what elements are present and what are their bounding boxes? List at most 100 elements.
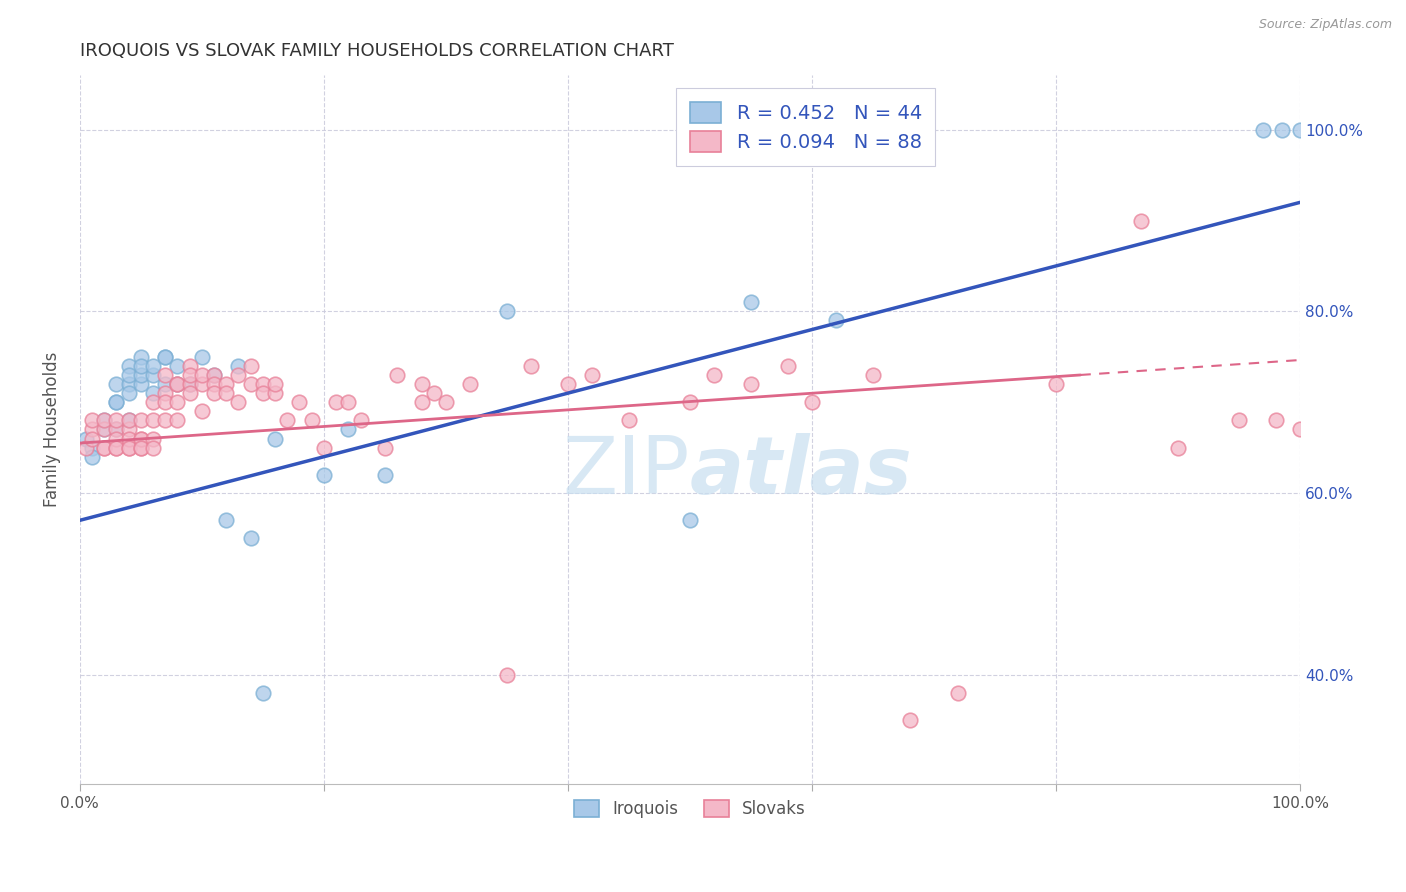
Point: [105, 432, 128, 446]
Point: [129, 432, 152, 446]
Point: [93, 422, 115, 436]
Point: [276, 413, 298, 427]
Point: [740, 295, 762, 310]
Point: [1130, 213, 1153, 227]
Point: [142, 359, 165, 373]
Point: [179, 377, 201, 392]
Point: [215, 377, 238, 392]
Point: [105, 441, 128, 455]
Point: [349, 413, 371, 427]
Point: [155, 377, 177, 392]
Point: [191, 350, 214, 364]
Point: [252, 386, 274, 401]
Point: [411, 395, 433, 409]
Point: [105, 422, 128, 436]
Point: [105, 377, 128, 392]
Text: Source: ZipAtlas.com: Source: ZipAtlas.com: [1258, 18, 1392, 31]
Point: [422, 386, 444, 401]
Point: [75, 432, 97, 446]
Point: [129, 368, 152, 382]
Point: [264, 377, 287, 392]
Point: [825, 313, 848, 327]
Point: [80, 432, 103, 446]
Point: [385, 368, 408, 382]
Point: [105, 441, 128, 455]
Point: [252, 377, 274, 392]
Point: [166, 377, 188, 392]
Point: [166, 413, 188, 427]
Point: [1271, 122, 1294, 136]
Point: [179, 368, 201, 382]
Point: [105, 395, 128, 409]
Point: [679, 395, 702, 409]
Y-axis label: Family Households: Family Households: [44, 351, 60, 508]
Point: [105, 422, 128, 436]
Point: [142, 432, 165, 446]
Point: [166, 377, 188, 392]
Point: [142, 441, 165, 455]
Point: [93, 413, 115, 427]
Point: [155, 395, 177, 409]
Point: [862, 368, 884, 382]
Point: [411, 377, 433, 392]
Point: [325, 395, 347, 409]
Legend: Iroquois, Slovaks: Iroquois, Slovaks: [568, 794, 813, 825]
Point: [239, 532, 262, 546]
Point: [118, 377, 141, 392]
Point: [75, 441, 97, 455]
Point: [105, 413, 128, 427]
Point: [239, 377, 262, 392]
Point: [434, 395, 457, 409]
Point: [166, 377, 188, 392]
Point: [155, 350, 177, 364]
Point: [118, 441, 141, 455]
Point: [581, 368, 603, 382]
Point: [93, 413, 115, 427]
Point: [202, 386, 225, 401]
Point: [239, 359, 262, 373]
Point: [679, 513, 702, 527]
Point: [93, 441, 115, 455]
Point: [215, 386, 238, 401]
Text: IROQUOIS VS SLOVAK FAMILY HOUSEHOLDS CORRELATION CHART: IROQUOIS VS SLOVAK FAMILY HOUSEHOLDS COR…: [80, 42, 673, 60]
Point: [1289, 422, 1312, 436]
Point: [118, 441, 141, 455]
Point: [1227, 413, 1250, 427]
Point: [105, 395, 128, 409]
Point: [228, 368, 250, 382]
Point: [129, 377, 152, 392]
Point: [118, 413, 141, 427]
Point: [118, 359, 141, 373]
Point: [776, 359, 799, 373]
Point: [179, 386, 201, 401]
Point: [202, 368, 225, 382]
Point: [800, 395, 823, 409]
Point: [118, 432, 141, 446]
Point: [337, 395, 360, 409]
Point: [1289, 122, 1312, 136]
Point: [142, 368, 165, 382]
Point: [740, 377, 762, 392]
Point: [118, 422, 141, 436]
Text: ZIP: ZIP: [562, 433, 690, 511]
Point: [129, 413, 152, 427]
Point: [374, 467, 396, 482]
Point: [948, 686, 970, 700]
Point: [118, 413, 141, 427]
Point: [520, 359, 543, 373]
Point: [1167, 441, 1189, 455]
Point: [155, 368, 177, 382]
Point: [312, 467, 335, 482]
Point: [142, 386, 165, 401]
Point: [166, 395, 188, 409]
Point: [142, 395, 165, 409]
Point: [129, 359, 152, 373]
Point: [155, 386, 177, 401]
Point: [557, 377, 579, 392]
Point: [1253, 122, 1275, 136]
Point: [179, 377, 201, 392]
Point: [179, 359, 201, 373]
Point: [129, 350, 152, 364]
Point: [215, 513, 238, 527]
Point: [191, 377, 214, 392]
